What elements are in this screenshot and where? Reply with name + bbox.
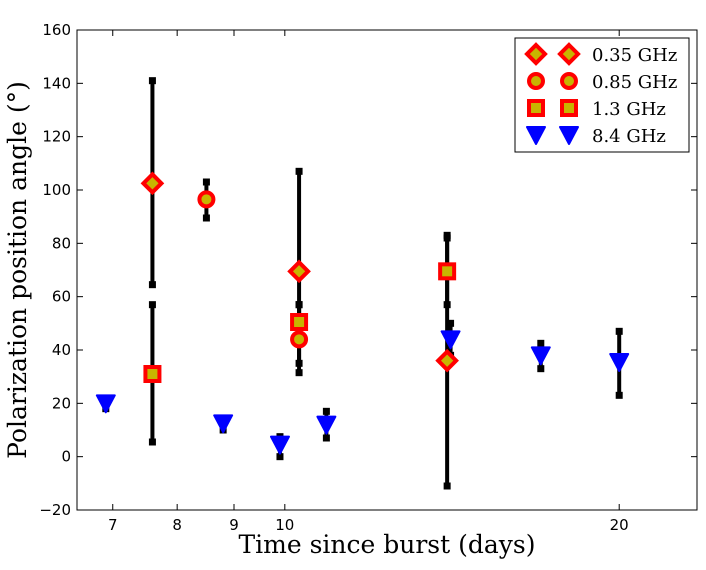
- data-point-circle: [197, 190, 216, 209]
- legend-marker-triangle-down: [559, 126, 579, 145]
- data-point-diamond: [140, 171, 165, 196]
- legend-marker-circle: [560, 72, 578, 90]
- y-tick-label: 80: [52, 234, 71, 252]
- y-tick-label: 100: [42, 181, 71, 199]
- data-point-triangle-down: [609, 353, 630, 372]
- x-tick-label: 7: [108, 516, 118, 534]
- legend-marker-triangle-down: [526, 126, 546, 145]
- legend-label: 1.3 GHz: [592, 99, 666, 120]
- data-point-circle: [290, 330, 309, 349]
- legend-marker-diamond: [524, 42, 548, 66]
- y-tick-label: 20: [52, 394, 71, 412]
- y-tick-label: 0: [61, 448, 71, 466]
- x-tick-label: 8: [172, 516, 182, 534]
- y-tick-label: 60: [52, 288, 71, 306]
- data-point-square: [290, 313, 309, 331]
- legend-label: 0.85 GHz: [592, 72, 677, 93]
- x-tick-label: 9: [229, 516, 239, 534]
- plot-frame: [76, 29, 698, 511]
- legend-label: 8.4 GHz: [592, 126, 666, 147]
- legend-label: 0.35 GHz: [592, 45, 677, 66]
- data-point-triangle-down: [316, 415, 337, 435]
- y-tick-label: 160: [42, 21, 71, 39]
- legend-marker-circle: [527, 72, 545, 90]
- data-point-triangle-down: [213, 414, 234, 434]
- y-tick-label: 120: [42, 128, 71, 146]
- legend: 0.35 GHz 0.85 GHz 1.3 GHz 8.4 GHz: [514, 37, 690, 153]
- data-point-diamond: [435, 348, 459, 373]
- data-point-triangle-down: [95, 394, 116, 414]
- data-point-triangle-down: [269, 435, 290, 455]
- x-tick-label: 20: [610, 516, 629, 534]
- markers-layer: [95, 171, 630, 455]
- data-point-square: [143, 365, 162, 383]
- y-tick-label: 140: [42, 74, 71, 92]
- legend-marker-square: [527, 99, 545, 117]
- data-point-diamond: [287, 259, 311, 284]
- x-tick-label: 10: [275, 516, 294, 534]
- y-axis-title: Polarization position angle (°): [3, 81, 32, 459]
- data-point-triangle-down: [440, 330, 461, 350]
- y-tick-label: 40: [52, 341, 71, 359]
- legend-marker-diamond: [557, 42, 581, 66]
- ticks-layer: −20 0 20 40 60 80 100 120 140 160 7 8 9 10 20: [39, 21, 697, 534]
- legend-marker-square: [560, 99, 578, 117]
- data-point-triangle-down: [530, 346, 551, 366]
- x-axis-title: Time since burst (days): [238, 530, 535, 559]
- y-tick-label: −20: [39, 501, 71, 519]
- data-point-square: [438, 262, 457, 281]
